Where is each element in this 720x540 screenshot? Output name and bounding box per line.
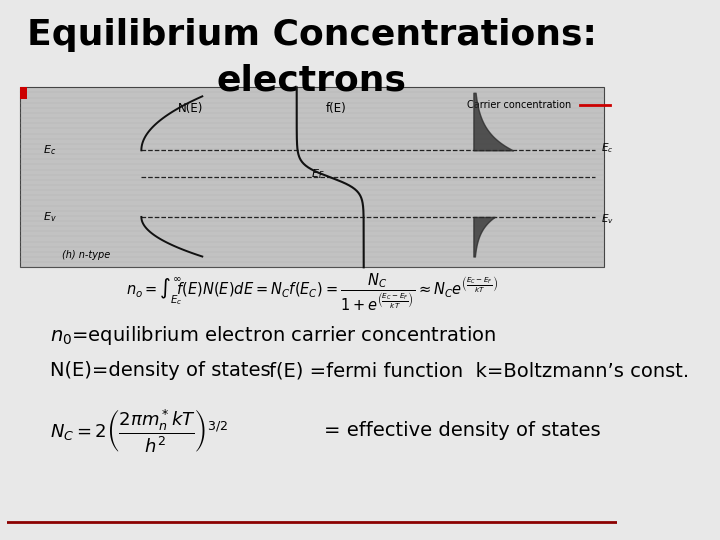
Text: $E_v$: $E_v$: [601, 212, 614, 226]
Text: = effective density of states: = effective density of states: [324, 422, 600, 441]
Text: $E_c$: $E_c$: [43, 144, 57, 157]
FancyBboxPatch shape: [19, 87, 27, 99]
Text: f(E) =fermi function  k=Boltzmann’s const.: f(E) =fermi function k=Boltzmann’s const…: [269, 361, 690, 380]
Text: $E_v$: $E_v$: [43, 210, 57, 224]
Text: $E_F$: $E_F$: [311, 167, 325, 180]
Text: N(E)=density of states: N(E)=density of states: [50, 361, 271, 380]
Text: $E_c$: $E_c$: [601, 141, 613, 156]
Text: N(E): N(E): [177, 103, 203, 116]
Text: Equilibrium Concentrations:: Equilibrium Concentrations:: [27, 17, 597, 51]
Text: $n_0$=equilibrium electron carrier concentration: $n_0$=equilibrium electron carrier conce…: [50, 323, 496, 347]
Text: electrons: electrons: [217, 63, 407, 97]
Text: Carrier concentration: Carrier concentration: [467, 100, 571, 110]
FancyBboxPatch shape: [19, 87, 604, 267]
Text: $N_C = 2\left(\dfrac{2\pi m^*_n kT}{h^2}\right)^{3/2}$: $N_C = 2\left(\dfrac{2\pi m^*_n kT}{h^2}…: [50, 407, 228, 454]
Text: (h) n-type: (h) n-type: [63, 249, 111, 260]
Text: f(E): f(E): [326, 103, 347, 116]
Text: $n_o = \int_{E_c}^{\infty}\!\! f(E)N(E)dE = N_C f(E_C) = \dfrac{N_C}{1+e^{\left(: $n_o = \int_{E_c}^{\infty}\!\! f(E)N(E)d…: [126, 272, 498, 313]
